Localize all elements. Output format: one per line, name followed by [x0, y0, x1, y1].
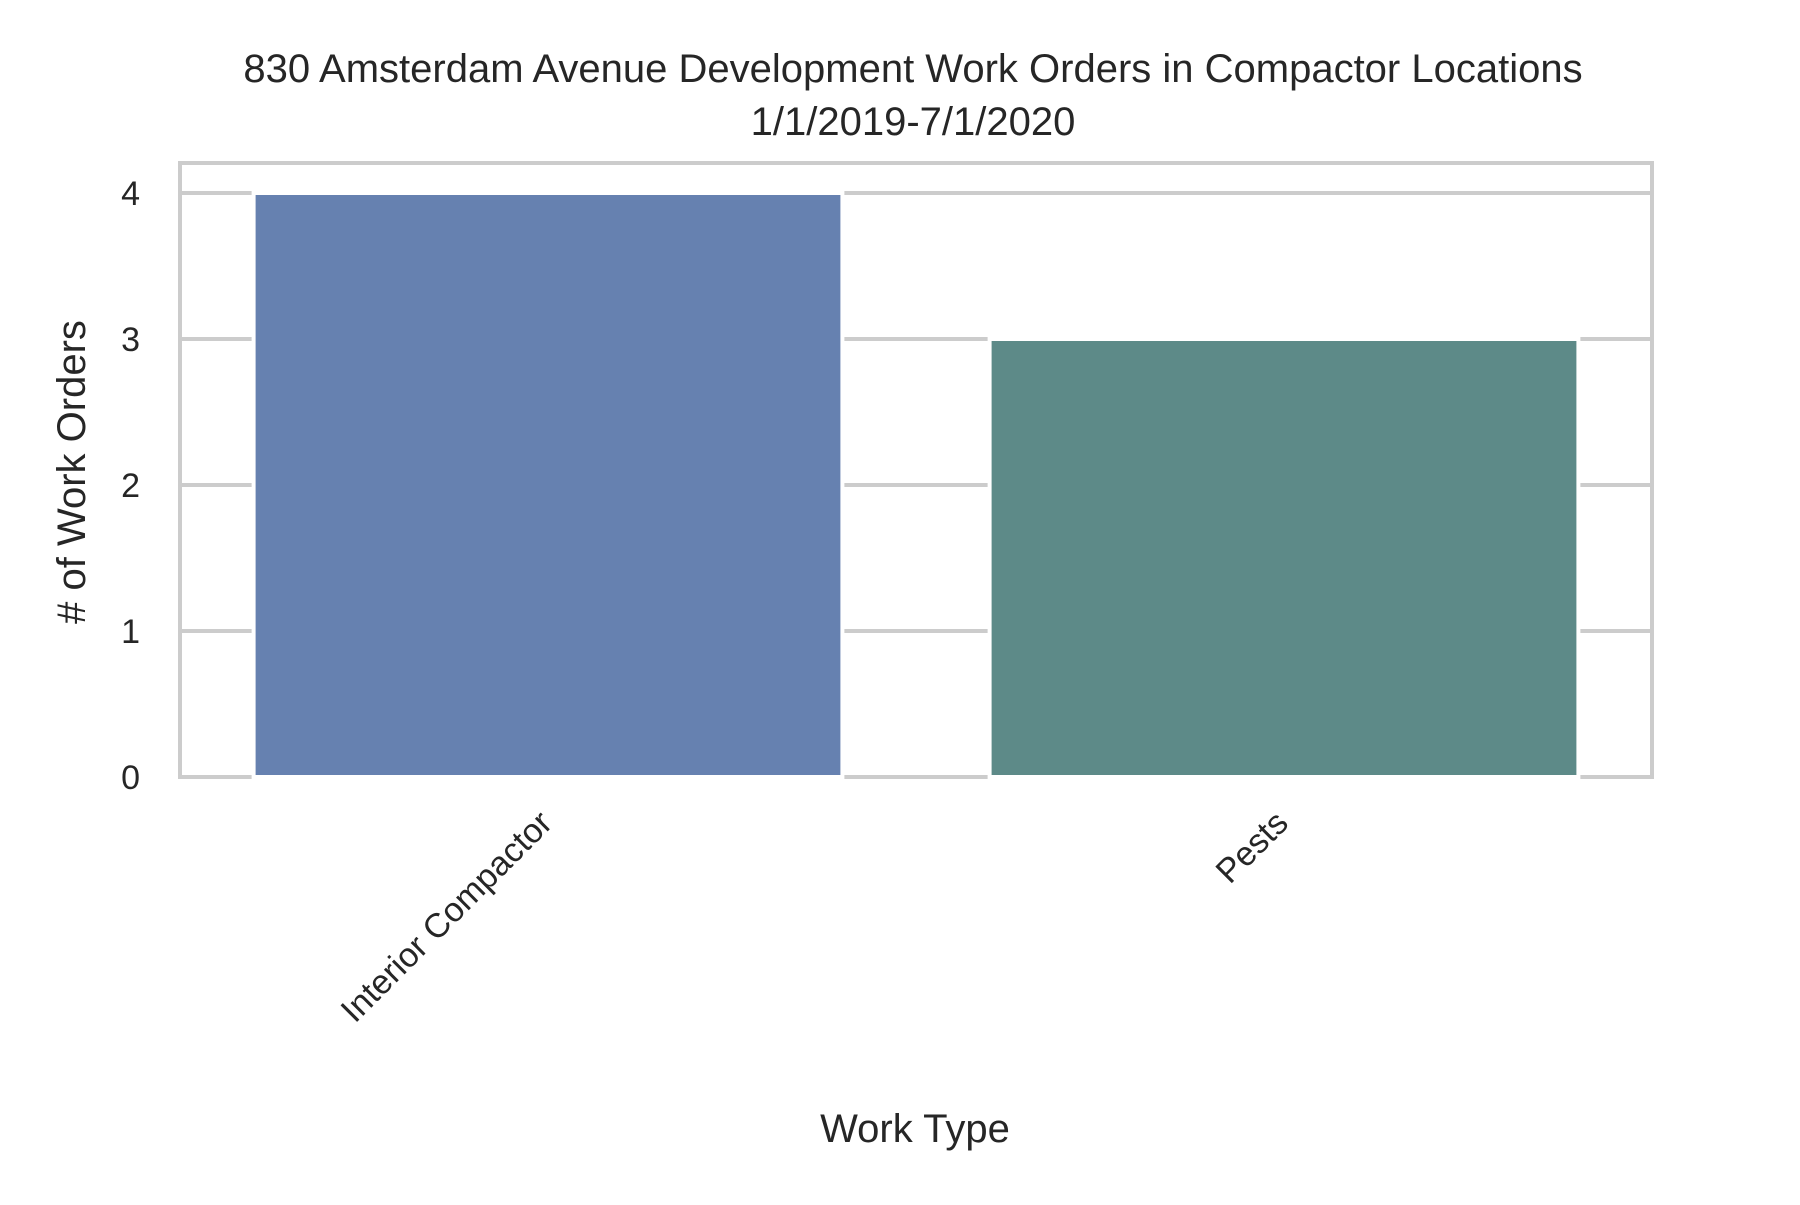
chart-title: 830 Amsterdam Avenue Development Work Or…	[243, 47, 1582, 91]
y-tick-label-4: 4	[121, 175, 140, 213]
bars	[251, 191, 1581, 779]
y-tick-label-1: 1	[121, 613, 140, 651]
y-tick-label-0: 0	[121, 759, 140, 797]
bar-pests	[987, 337, 1581, 779]
y-tick-labels: 0 1 2 3 4	[121, 175, 140, 797]
x-tick-label-interior-compactor: Interior Compactor	[334, 804, 560, 1030]
y-tick-label-2: 2	[121, 467, 140, 505]
y-axis-label: # of Work Orders	[50, 320, 94, 624]
x-tick-label-pests: Pests	[1209, 804, 1296, 891]
y-tick-label-3: 3	[121, 321, 140, 359]
chart-subtitle: 1/1/2019-7/1/2020	[751, 100, 1076, 144]
x-tick-labels: Interior Compactor Pests	[334, 804, 1296, 1030]
x-axis-label: Work Type	[820, 1107, 1010, 1151]
bar-interior-compactor	[251, 191, 845, 779]
